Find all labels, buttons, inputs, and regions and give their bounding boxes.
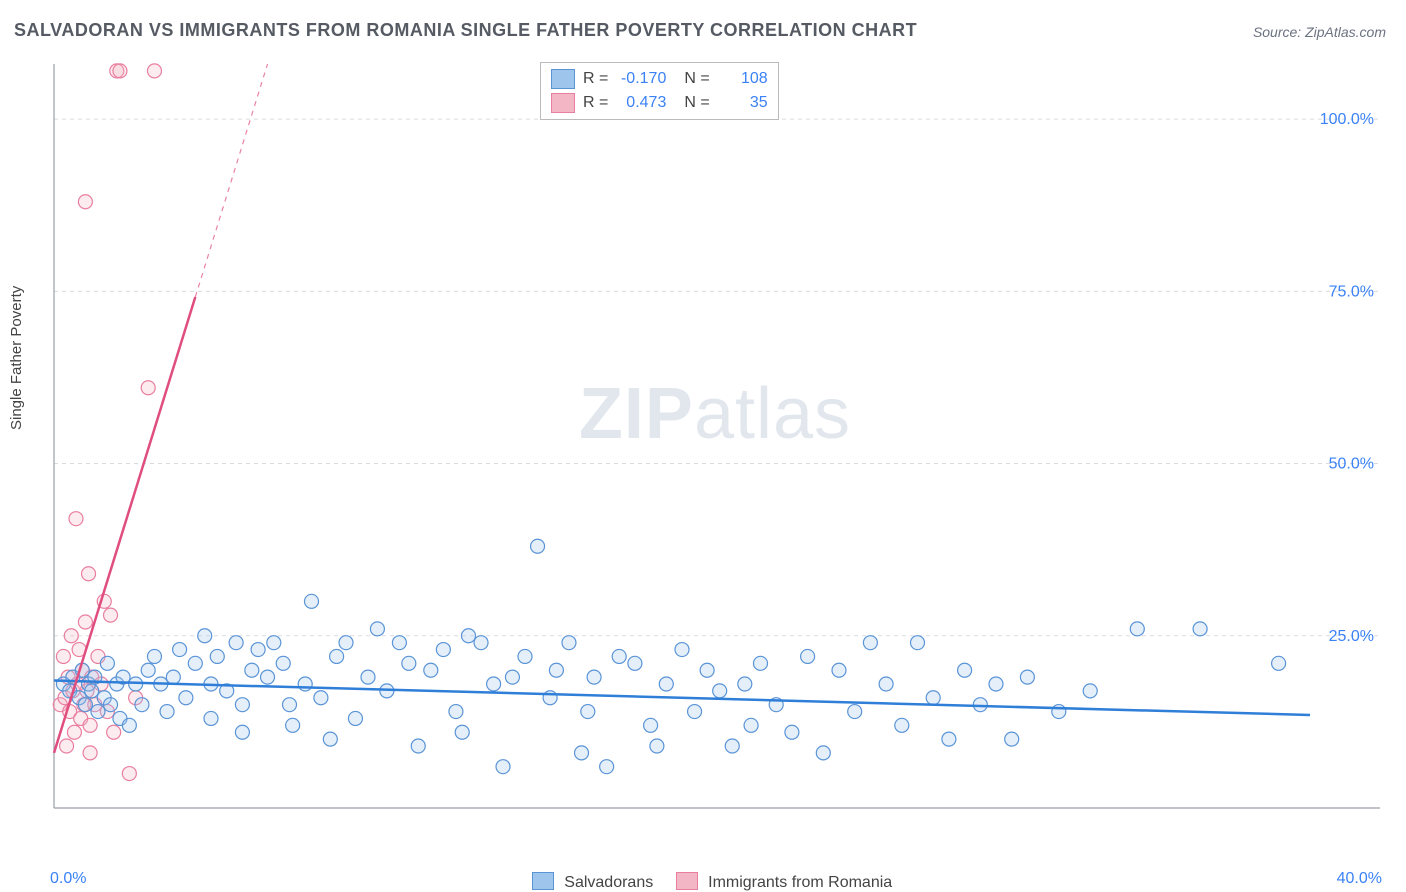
- n-value-2: 35: [718, 94, 768, 112]
- source-name: ZipAtlas.com: [1305, 24, 1386, 40]
- source-attribution: Source: ZipAtlas.com: [1253, 24, 1386, 40]
- scatter-plot: 25.0%50.0%75.0%100.0% ZIPatlas: [50, 60, 1380, 830]
- legend-row-2: R = 0.473 N = 35: [551, 91, 768, 115]
- source-prefix: Source:: [1253, 24, 1305, 40]
- r-label: R =: [583, 70, 608, 88]
- legend-row-1: R = -0.170 N = 108: [551, 67, 768, 91]
- legend-bottom-label-1: Salvadorans: [564, 874, 653, 891]
- r-label: R =: [583, 94, 608, 112]
- chart-title: SALVADORAN VS IMMIGRANTS FROM ROMANIA SI…: [14, 20, 917, 41]
- correlation-legend: R = -0.170 N = 108 R = 0.473 N = 35: [540, 62, 779, 120]
- r-value-1: -0.170: [616, 70, 666, 88]
- n-value-1: 108: [718, 70, 768, 88]
- n-label: N =: [684, 70, 709, 88]
- n-label: N =: [684, 94, 709, 112]
- chart-svg: 25.0% 50.0% 75.0% 100.0%: [50, 60, 1380, 830]
- svg-text:100.0%: 100.0%: [1320, 111, 1374, 128]
- svg-text:25.0%: 25.0%: [1329, 628, 1374, 645]
- svg-text:75.0%: 75.0%: [1329, 283, 1374, 300]
- legend-swatch-2: [551, 93, 575, 113]
- r-value-2: 0.473: [616, 94, 666, 112]
- y-axis-label: Single Father Poverty: [8, 286, 25, 430]
- legend-swatch-1: [551, 69, 575, 89]
- legend-bottom-label-2: Immigrants from Romania: [708, 874, 892, 891]
- legend-bottom-swatch-2: [676, 872, 698, 890]
- series-legend: Salvadorans Immigrants from Romania: [0, 872, 1406, 892]
- legend-bottom-swatch-1: [532, 872, 554, 890]
- svg-text:50.0%: 50.0%: [1329, 456, 1374, 473]
